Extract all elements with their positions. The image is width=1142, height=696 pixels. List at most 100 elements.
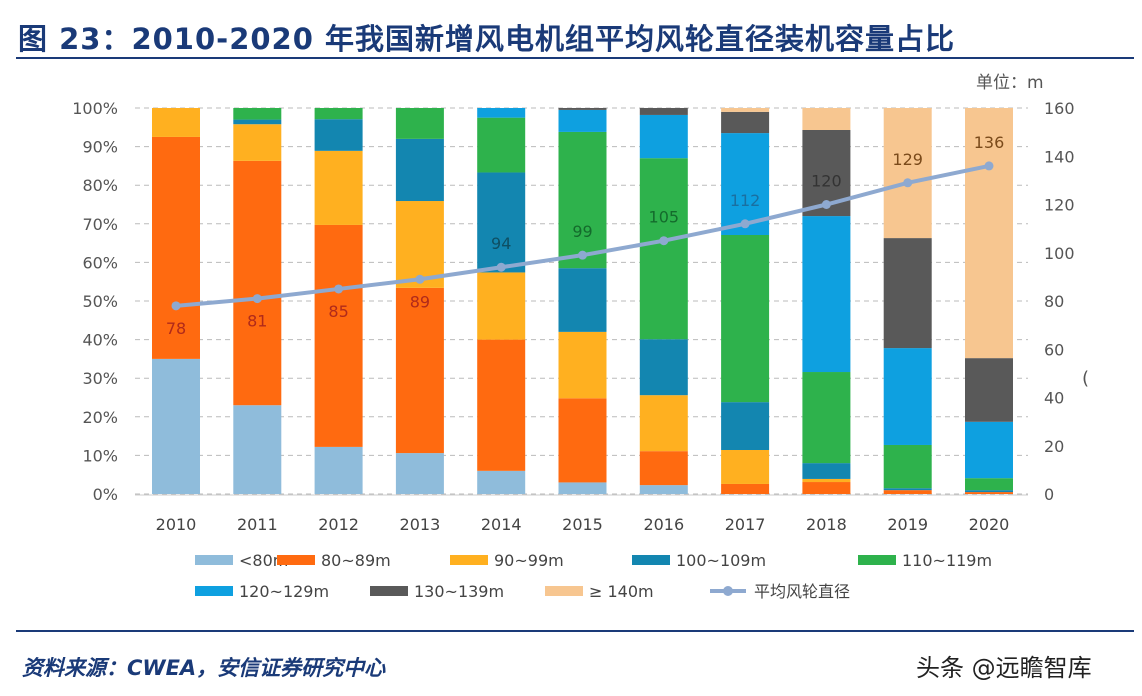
line-point [740, 219, 750, 229]
line-point [334, 284, 344, 294]
bar-segment [721, 449, 770, 484]
bar-segment [639, 451, 688, 486]
legend-label: 110~119m [902, 551, 992, 570]
legend-label: 120~129m [239, 582, 329, 601]
legend-swatch [545, 586, 583, 596]
bar-segment [721, 234, 770, 403]
data-label: 94 [491, 234, 511, 253]
bar-segment [639, 114, 688, 159]
bar-segment [883, 444, 932, 489]
bar-segment [395, 201, 444, 288]
y-left-tick-label: 60% [82, 253, 118, 272]
bar-segment [477, 108, 526, 118]
line-point [171, 301, 181, 311]
x-tick-label: 2018 [806, 515, 847, 534]
bar-segment [558, 331, 607, 399]
bar-segment [314, 150, 363, 225]
x-tick-label: 2013 [400, 515, 441, 534]
bar-segment [639, 395, 688, 452]
bar-segment [965, 358, 1013, 422]
bar-segment [721, 111, 770, 134]
bar-segment [558, 131, 607, 269]
data-label: 120 [811, 172, 842, 191]
y-right-tick-label: 20 [1044, 437, 1064, 456]
bar-segment [883, 238, 932, 349]
y-right-tick-label: 80 [1044, 292, 1064, 311]
y-right-tick-label: 40 [1044, 389, 1064, 408]
right-axis-fragment: ( [1082, 368, 1089, 389]
bar-segment [558, 268, 607, 332]
bar-segment [721, 108, 770, 112]
legend-label: <80m [239, 551, 288, 570]
legend-label: 80~89m [321, 551, 391, 570]
data-label: 105 [649, 208, 680, 227]
bar-segment [152, 108, 200, 137]
bar-segment [802, 108, 851, 131]
y-left-tick-label: 10% [82, 446, 118, 465]
bar-segment [558, 398, 607, 483]
bar-segment [721, 483, 770, 494]
bar-segment [965, 478, 1013, 491]
bar-segment [233, 124, 282, 161]
y-left-tick-label: 70% [82, 215, 118, 234]
legend-label: 130~139m [414, 582, 504, 601]
bar-segment [314, 446, 363, 494]
bar-segment [558, 108, 607, 110]
bar-segment [802, 478, 851, 483]
bar-segment [314, 108, 363, 120]
unit-label: 单位：m [976, 73, 1044, 93]
bar-segment [395, 138, 444, 202]
y-right-tick-label: 140 [1044, 147, 1075, 166]
bar-segment [395, 453, 444, 494]
bar-segment [802, 372, 851, 464]
legend-label: ≥ 140m [589, 582, 654, 601]
x-tick-label: 2019 [887, 515, 928, 534]
x-tick-label: 2014 [481, 515, 522, 534]
data-label: 85 [328, 302, 348, 321]
legend-label: 90~99m [494, 551, 564, 570]
y-left-tick-label: 0% [93, 485, 118, 504]
bar-segment [883, 108, 932, 239]
y-left-tick-label: 90% [82, 138, 118, 157]
line-point [578, 250, 587, 260]
bar-segment [477, 172, 526, 273]
y-right-tick-label: 160 [1044, 99, 1075, 118]
bar-segment [477, 272, 526, 340]
line-point [415, 274, 425, 284]
legend-swatch [858, 555, 896, 565]
y-left-tick-label: 40% [82, 331, 118, 350]
bar-segment [965, 492, 1013, 494]
source-note: 资料来源：CWEA，安信证券研究中心 [22, 656, 386, 680]
bar-segment [965, 108, 1013, 359]
x-tick-label: 2020 [969, 515, 1010, 534]
line-point [252, 294, 262, 304]
bar-segment [639, 485, 688, 494]
x-tick-label: 2011 [237, 515, 278, 534]
y-left-tick-label: 30% [82, 369, 118, 388]
bar-segment [802, 216, 851, 373]
legend-swatch [370, 586, 408, 596]
data-label: 99 [572, 222, 592, 241]
footer-divider [16, 630, 1134, 632]
legend-swatch [277, 555, 315, 565]
bar-segment [395, 287, 444, 454]
y-right-tick-label: 120 [1044, 196, 1075, 215]
bar-segment [314, 224, 363, 447]
bar-segment [883, 488, 932, 491]
bar-segment [883, 348, 932, 445]
x-tick-label: 2017 [725, 515, 766, 534]
bar-segment [965, 490, 1013, 493]
line-point [903, 178, 913, 188]
legend-label: 平均风轮直径 [754, 582, 850, 601]
bar-segment [477, 117, 526, 173]
data-label: 81 [247, 312, 267, 331]
y-right-tick-label: 0 [1044, 485, 1054, 504]
legend-swatch [195, 555, 233, 565]
bar-segment [558, 482, 607, 494]
bar-segment [233, 119, 282, 125]
y-right-tick-label: 100 [1044, 244, 1075, 263]
chart-title: 图 23：2010-2020 年我国新增风电机组平均风轮直径装机容量占比 [18, 22, 956, 56]
bar-segment [802, 463, 851, 479]
y-left-tick-label: 80% [82, 176, 118, 195]
